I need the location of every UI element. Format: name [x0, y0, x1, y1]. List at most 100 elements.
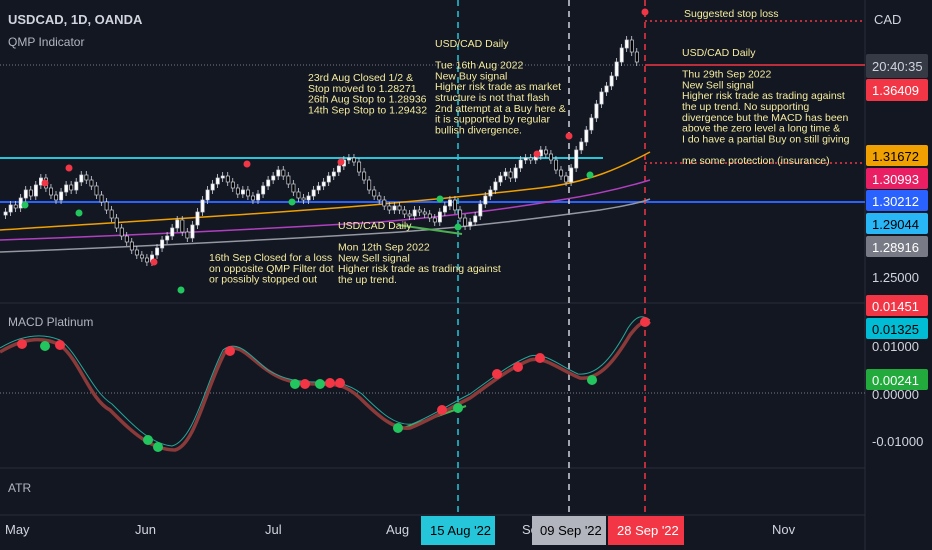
macd-sell-dot — [513, 362, 523, 372]
price-label-bg — [866, 213, 928, 234]
note-sep29-line: the up trend. No supporting — [682, 101, 809, 113]
candle-body — [584, 129, 589, 143]
macd-label-bg — [866, 318, 928, 339]
time-marker-sep28: 28 Sep '22 — [617, 523, 679, 538]
note-sep12-line: the up trend. — [338, 274, 397, 286]
macd-sell-dot — [437, 405, 447, 415]
candle-body — [281, 169, 286, 177]
candle-body — [397, 205, 402, 211]
note-sep29-line: I do have a partial Buy on still giving — [682, 133, 850, 145]
countdown-text: 20:40:35 — [872, 59, 923, 74]
candle-body — [195, 211, 200, 226]
time-marker-sep09: 09 Sep '22 — [540, 523, 602, 538]
note-sep29-line: Higher risk trade as trading against — [682, 90, 845, 102]
note-sep29-line: USD/CAD Daily — [682, 47, 756, 59]
candle-body — [432, 217, 437, 223]
candle-body — [99, 194, 104, 203]
candle-body — [134, 249, 139, 256]
candle-body — [352, 157, 357, 163]
candle-body — [160, 239, 165, 249]
candle-body — [549, 153, 553, 161]
candle-body — [256, 193, 261, 201]
macd-buy-dot — [153, 442, 163, 452]
buy-signal-dot — [288, 198, 296, 206]
candle-body — [564, 175, 569, 183]
candle-body — [357, 161, 362, 173]
note-aug16-line: bullish divergence. — [435, 124, 522, 136]
candle-body — [215, 177, 220, 185]
month-jul: Jul — [265, 522, 282, 537]
candle-body — [508, 171, 513, 179]
candle-body — [604, 85, 609, 93]
time-marker-sep28-bg[interactable] — [608, 516, 684, 545]
candle-body — [382, 199, 387, 207]
note-sep29-line: Thu 29th Sep 2022 — [682, 69, 771, 81]
candle-body — [619, 47, 624, 63]
macd-sell-dot — [225, 346, 235, 356]
sell-signal-dot — [641, 8, 649, 16]
macd-buy-dot — [587, 375, 597, 385]
qmp-signal-dots — [21, 8, 649, 294]
macd-signal-dots — [17, 317, 650, 452]
price-label-bg — [866, 168, 928, 189]
candle-body — [331, 171, 336, 177]
candle-body — [614, 61, 619, 77]
time-marker-aug15-bg[interactable] — [421, 516, 495, 545]
candle-body — [478, 203, 483, 217]
buy-signal-dot — [586, 171, 594, 179]
candle-body — [286, 175, 291, 185]
current-price-badge — [866, 79, 928, 101]
candle-body — [392, 205, 397, 211]
note-aug16-line: New Buy signal — [435, 70, 507, 82]
note-sep12-line: Mon 12th Sep 2022 — [338, 242, 430, 254]
note-sep12-line: New Sell signal — [338, 252, 410, 264]
macd-axis[interactable]: 0.01451 0.01325 0.00241 0.01000 0.00000 -0… — [866, 295, 928, 449]
note-aug16-line: Tue 16th Aug 2022 — [435, 60, 524, 72]
note-aug23-line: 14th Sep Stop to 1.29432 — [308, 104, 427, 116]
candle-body — [599, 91, 604, 105]
currency-box[interactable] — [866, 5, 926, 31]
candle-body — [64, 184, 69, 193]
candle-body — [140, 254, 144, 259]
time-axis[interactable]: May Jun Jul Aug Se Nov 15 Aug '22 09 Sep… — [5, 516, 796, 545]
macd-tick-0: 0.01000 — [872, 339, 919, 354]
sell-signal-dot — [65, 164, 73, 172]
note-sep16-line: on opposite QMP Filter dot — [209, 263, 334, 275]
candle-body — [336, 165, 341, 173]
candle-body — [165, 235, 170, 241]
candle-body — [175, 219, 180, 229]
buy-signal-dot — [75, 209, 83, 217]
candle-body — [422, 211, 427, 215]
buy-signal-dot — [177, 286, 185, 294]
candle-body — [559, 169, 564, 177]
macd-pane-title: MACD Platinum — [8, 315, 93, 329]
candle-body — [629, 39, 634, 53]
candle-body — [170, 227, 175, 237]
month-may: May — [5, 522, 30, 537]
candlestick-series[interactable] — [3, 36, 639, 266]
price-label-bg — [866, 236, 928, 257]
macd-sell-dot — [55, 340, 65, 350]
price-axis[interactable]: CAD 20:40:35 1.36409 1.31672 1.30993 1.302… — [866, 5, 928, 285]
note-aug16-line: Higher risk trade as market — [435, 81, 561, 93]
candle-body — [347, 157, 351, 161]
candle-body — [493, 181, 498, 191]
price-label-bg — [866, 190, 928, 211]
time-marker-sep09-bg[interactable] — [532, 516, 606, 545]
candle-body — [634, 51, 639, 63]
candle-body — [579, 141, 584, 151]
candle-body — [574, 149, 579, 169]
sell-signal-dot — [565, 132, 573, 140]
sell-signal-dot — [243, 160, 251, 168]
candle-body — [443, 205, 447, 213]
candle-body — [114, 217, 119, 229]
candle-body — [463, 217, 468, 227]
candle-body — [296, 191, 301, 199]
note-aug16-line: USD/CAD Daily — [435, 38, 509, 50]
candle-body — [266, 179, 271, 187]
candle-body — [185, 231, 190, 239]
candle-body — [523, 157, 528, 161]
ma-gray-line — [0, 198, 651, 253]
